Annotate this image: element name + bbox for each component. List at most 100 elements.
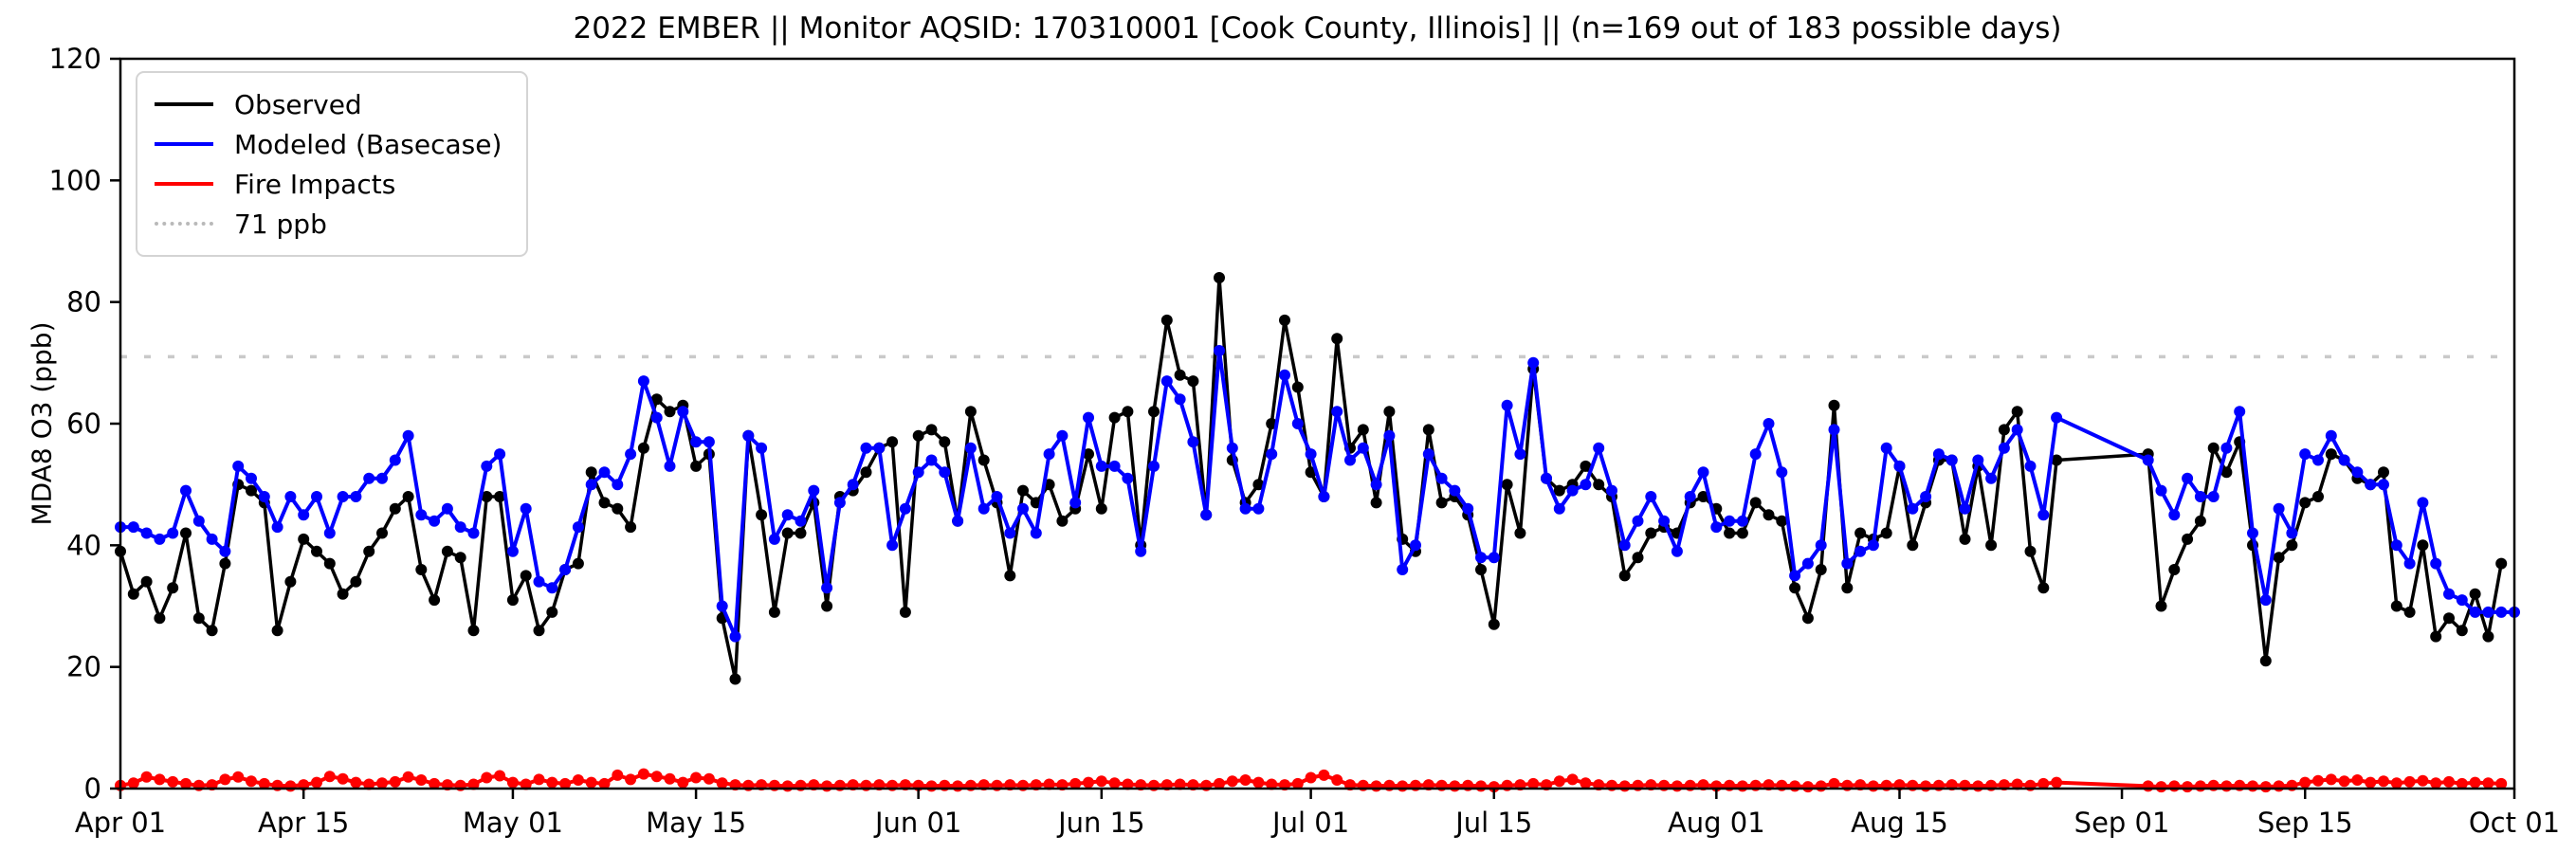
data-point xyxy=(637,442,649,454)
data-point xyxy=(494,448,506,461)
data-point xyxy=(2390,777,2402,789)
data-point xyxy=(1880,442,1892,454)
data-point xyxy=(612,769,624,781)
data-point xyxy=(756,442,768,454)
data-point xyxy=(886,539,899,552)
data-point xyxy=(219,557,231,570)
data-point xyxy=(402,429,414,442)
data-point xyxy=(1291,381,1304,393)
data-point xyxy=(1475,564,1487,575)
data-point xyxy=(2182,533,2194,545)
x-tick-label: Oct 01 xyxy=(2469,807,2560,839)
data-point xyxy=(415,509,428,521)
data-point xyxy=(1724,515,1736,527)
x-tick-label: Apr 01 xyxy=(75,807,166,839)
data-point xyxy=(1435,472,1448,484)
data-point xyxy=(1998,424,2010,436)
data-point xyxy=(467,778,480,790)
data-point xyxy=(1789,780,1801,792)
data-point xyxy=(1907,502,1919,515)
data-point xyxy=(1083,411,1094,424)
data-point xyxy=(2207,491,2220,502)
data-point xyxy=(2338,454,2350,466)
data-point xyxy=(350,575,362,588)
data-point xyxy=(311,491,322,502)
data-point xyxy=(389,454,401,466)
data-point xyxy=(546,582,558,594)
data-point xyxy=(1370,497,1382,509)
data-point xyxy=(1710,521,1723,534)
data-point xyxy=(1671,780,1683,792)
data-point xyxy=(363,545,375,557)
data-point xyxy=(2403,557,2416,570)
x-tick-label: Aug 15 xyxy=(1851,807,1948,839)
data-point xyxy=(2024,460,2037,472)
data-point xyxy=(637,375,649,388)
data-point xyxy=(298,509,310,521)
data-point xyxy=(833,497,846,509)
data-point xyxy=(729,630,741,643)
data-point xyxy=(1985,539,1998,552)
data-point xyxy=(1174,393,1186,406)
data-point xyxy=(1789,582,1801,594)
data-point xyxy=(192,612,205,625)
data-point xyxy=(2482,777,2494,789)
data-point xyxy=(1514,527,1526,539)
data-point xyxy=(389,502,401,515)
data-point xyxy=(2417,774,2429,787)
data-point xyxy=(1763,418,1775,429)
data-point xyxy=(1959,533,1971,545)
data-point xyxy=(180,777,192,789)
data-point xyxy=(625,521,637,534)
data-point xyxy=(1514,448,1526,461)
data-point xyxy=(376,527,388,539)
data-point xyxy=(402,771,414,783)
data-point xyxy=(585,479,597,491)
data-point xyxy=(1998,442,2010,454)
data-point xyxy=(1083,448,1094,461)
data-point xyxy=(1370,780,1382,792)
data-point xyxy=(2194,780,2206,792)
data-point xyxy=(2312,774,2324,787)
data-point xyxy=(2182,472,2194,484)
y-tick-label: 60 xyxy=(66,408,101,440)
data-point xyxy=(808,484,820,497)
data-point xyxy=(795,515,807,527)
x-tick-label: Jun 01 xyxy=(873,807,961,839)
data-point xyxy=(1566,484,1579,497)
data-point xyxy=(2312,491,2324,502)
data-point xyxy=(2403,775,2416,788)
data-point xyxy=(1697,491,1709,502)
data-point xyxy=(441,502,453,515)
data-point xyxy=(2325,429,2337,442)
data-point xyxy=(520,778,532,790)
data-point xyxy=(2024,545,2037,557)
data-point xyxy=(742,429,755,442)
data-point xyxy=(1279,314,1290,326)
data-point xyxy=(756,509,768,521)
data-point xyxy=(1122,472,1134,484)
data-point xyxy=(1815,539,1827,552)
data-point xyxy=(2325,773,2337,786)
data-point xyxy=(2142,454,2154,466)
data-point xyxy=(1291,777,1304,789)
data-point xyxy=(598,466,611,479)
data-point xyxy=(454,521,466,534)
data-point xyxy=(1932,448,1945,461)
data-point xyxy=(1462,502,1474,515)
legend-item-fire: Fire Impacts xyxy=(155,164,502,204)
data-point xyxy=(952,515,964,527)
x-tick-label: May 01 xyxy=(463,807,563,839)
data-point xyxy=(1815,780,1827,792)
data-point xyxy=(1449,780,1461,792)
data-point xyxy=(1108,777,1121,789)
data-point xyxy=(429,594,441,607)
data-point xyxy=(1200,509,1213,521)
data-point xyxy=(1122,778,1134,790)
y-tick-label: 0 xyxy=(84,772,101,805)
data-point xyxy=(1069,777,1082,789)
data-point xyxy=(1763,509,1775,521)
data-point xyxy=(1618,570,1631,582)
data-point xyxy=(939,436,951,448)
data-point xyxy=(389,775,401,788)
